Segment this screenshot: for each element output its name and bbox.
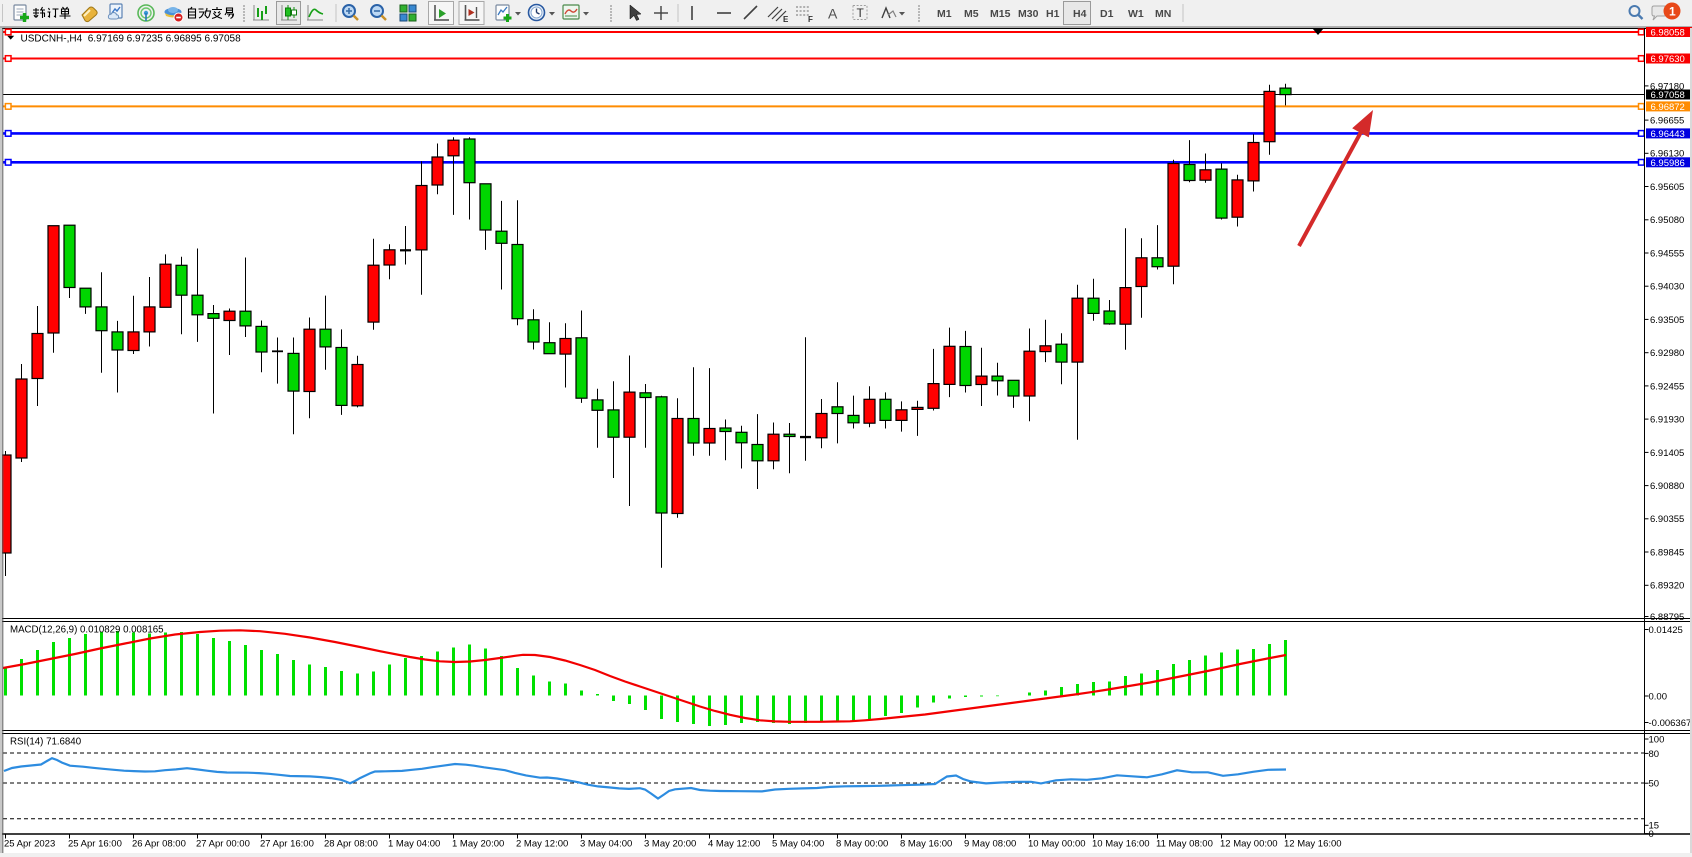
svg-text:D1: D1 <box>1100 8 1114 20</box>
svg-text:6.95080: 6.95080 <box>1650 215 1684 226</box>
svg-text:6.94030: 6.94030 <box>1650 282 1684 293</box>
svg-text:6.95986: 6.95986 <box>1651 158 1685 169</box>
svg-text:11 May 08:00: 11 May 08:00 <box>1156 839 1213 850</box>
svg-text:3 May 04:00: 3 May 04:00 <box>580 839 632 850</box>
svg-text:A: A <box>828 6 838 22</box>
svg-text:M30: M30 <box>1018 8 1039 20</box>
svg-text:8 May 16:00: 8 May 16:00 <box>900 839 952 850</box>
svg-text:6.88795: 6.88795 <box>1650 612 1684 623</box>
svg-text:25 Apr 2023: 25 Apr 2023 <box>4 839 55 850</box>
svg-text:28 Apr 08:00: 28 Apr 08:00 <box>324 839 378 850</box>
svg-text:0.01425: 0.01425 <box>1649 625 1683 636</box>
svg-text:W1: W1 <box>1128 8 1144 20</box>
svg-text:26 Apr 08:00: 26 Apr 08:00 <box>132 839 186 850</box>
svg-text:9 May 08:00: 9 May 08:00 <box>964 839 1016 850</box>
svg-text:1: 1 <box>1669 5 1676 19</box>
svg-text:6.91405: 6.91405 <box>1650 448 1684 459</box>
svg-text:M15: M15 <box>990 8 1011 20</box>
svg-text:27 Apr 00:00: 27 Apr 00:00 <box>196 839 250 850</box>
svg-text:10 May 16:00: 10 May 16:00 <box>1092 839 1150 850</box>
svg-text:6.94555: 6.94555 <box>1650 248 1684 259</box>
svg-text:12 May 00:00: 12 May 00:00 <box>1220 839 1278 850</box>
svg-text:6.92455: 6.92455 <box>1650 381 1684 392</box>
svg-text:RSI(14) 71.6840: RSI(14) 71.6840 <box>10 737 82 748</box>
svg-text:6.89320: 6.89320 <box>1650 581 1684 592</box>
svg-text:5 May 04:00: 5 May 04:00 <box>772 839 824 850</box>
svg-text:T: T <box>857 6 865 20</box>
svg-text:6.96872: 6.96872 <box>1651 102 1685 113</box>
svg-text:6.96443: 6.96443 <box>1651 129 1685 140</box>
svg-text:6.90355: 6.90355 <box>1650 514 1684 525</box>
svg-text:15: 15 <box>1649 821 1660 832</box>
svg-text:M1: M1 <box>937 8 952 20</box>
svg-text:H4: H4 <box>1073 8 1087 20</box>
svg-text:1 May 04:00: 1 May 04:00 <box>388 839 440 850</box>
svg-text:6.96130: 6.96130 <box>1650 149 1684 160</box>
svg-text:3 May 20:00: 3 May 20:00 <box>644 839 696 850</box>
svg-text:8 May 00:00: 8 May 00:00 <box>836 839 888 850</box>
svg-text:27 Apr 16:00: 27 Apr 16:00 <box>260 839 314 850</box>
svg-text:4 May 12:00: 4 May 12:00 <box>708 839 760 850</box>
svg-text:MACD(12,26,9) 0.010829 0.00816: MACD(12,26,9) 0.010829 0.008165 <box>10 625 164 636</box>
svg-text:6.97058: 6.97058 <box>1651 90 1685 101</box>
svg-text:50: 50 <box>1649 779 1660 790</box>
svg-text:6.97630: 6.97630 <box>1651 54 1685 65</box>
svg-text:100: 100 <box>1649 734 1665 745</box>
svg-text:6.95605: 6.95605 <box>1650 182 1684 193</box>
svg-text:-0.006367: -0.006367 <box>1649 718 1692 729</box>
svg-text:H1: H1 <box>1046 8 1060 20</box>
svg-text:0.00: 0.00 <box>1649 691 1668 702</box>
svg-text:6.93505: 6.93505 <box>1650 315 1684 326</box>
svg-text:1 May 20:00: 1 May 20:00 <box>452 839 504 850</box>
svg-text:25 Apr 16:00: 25 Apr 16:00 <box>68 839 122 850</box>
svg-text:6.90880: 6.90880 <box>1650 481 1684 492</box>
svg-text:MN: MN <box>1155 8 1171 20</box>
svg-text:2 May 12:00: 2 May 12:00 <box>516 839 568 850</box>
svg-text:12 May 16:00: 12 May 16:00 <box>1284 839 1342 850</box>
svg-text:6.96655: 6.96655 <box>1650 116 1684 127</box>
svg-text:6.89845: 6.89845 <box>1650 547 1684 558</box>
svg-text:80: 80 <box>1649 749 1660 760</box>
svg-text:M5: M5 <box>964 8 979 20</box>
svg-text:USDCNH-,H4 6.97169 6.97235 6.: USDCNH-,H4 6.97169 6.97235 6.96895 6.970… <box>21 33 242 44</box>
svg-text:6.91930: 6.91930 <box>1650 415 1684 426</box>
svg-text:F: F <box>808 15 813 24</box>
svg-text:6.97180: 6.97180 <box>1650 81 1684 92</box>
svg-text:10 May 00:00: 10 May 00:00 <box>1028 839 1086 850</box>
svg-text:6.92980: 6.92980 <box>1650 348 1684 359</box>
svg-text:E: E <box>783 15 789 24</box>
svg-text:0: 0 <box>1649 829 1654 840</box>
svg-text:6.98058: 6.98058 <box>1651 28 1685 39</box>
